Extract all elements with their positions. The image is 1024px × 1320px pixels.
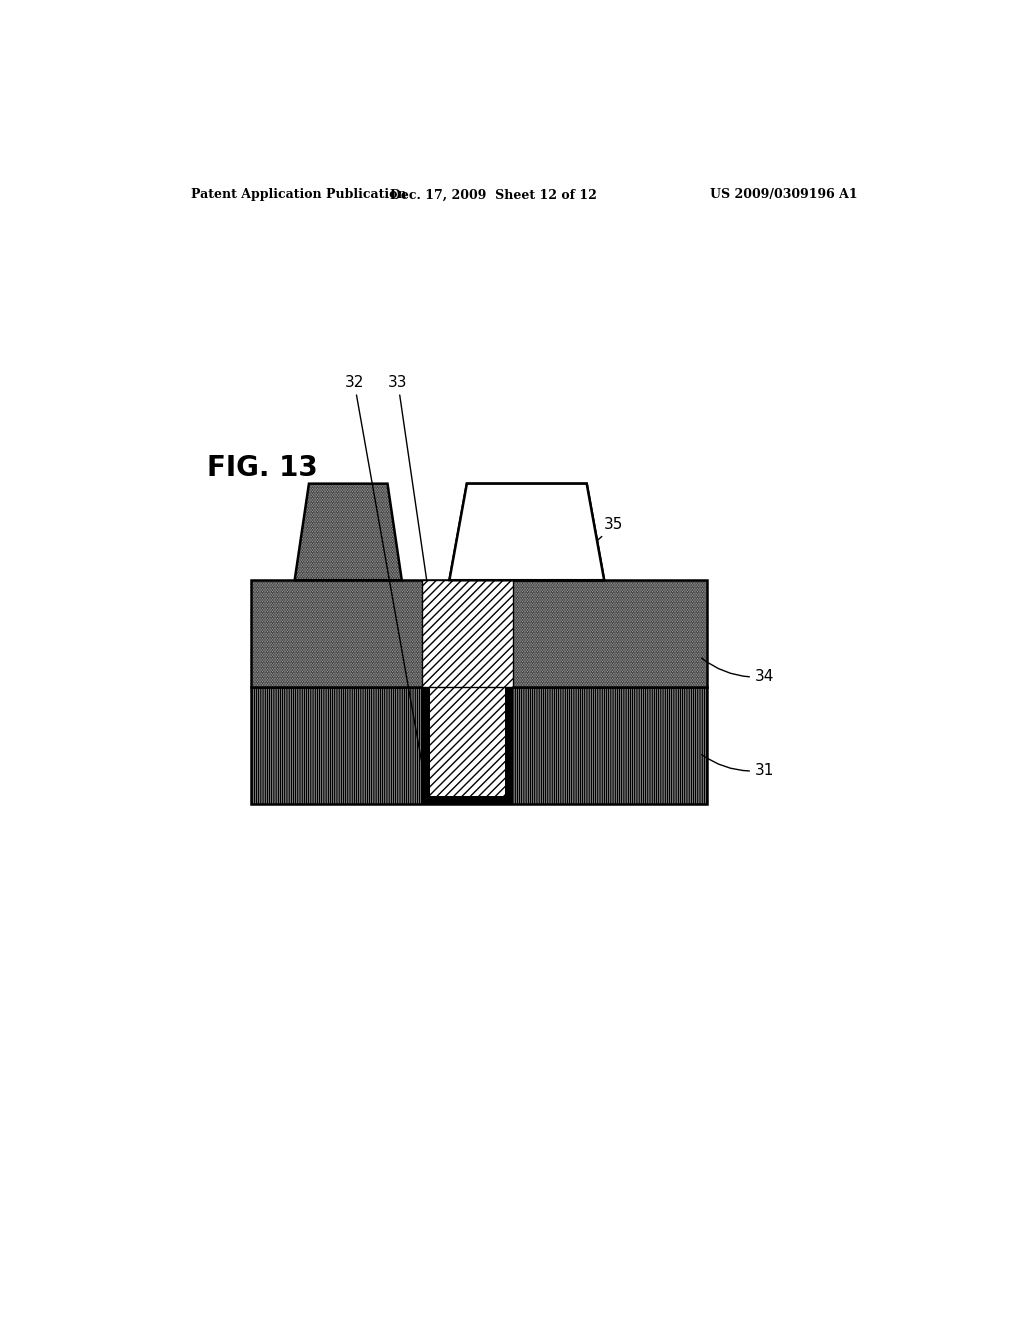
Bar	[251, 581, 708, 686]
Text: 35: 35	[523, 517, 624, 579]
Bar	[251, 686, 708, 804]
Text: Patent Application Publication: Patent Application Publication	[191, 189, 407, 202]
Text: 32: 32	[344, 375, 426, 785]
Text: FIG. 13: FIG. 13	[207, 454, 318, 482]
Bar	[430, 686, 505, 796]
Text: US 2009/0309196 A1: US 2009/0309196 A1	[711, 189, 858, 202]
Text: 34: 34	[701, 659, 774, 684]
Polygon shape	[295, 483, 401, 581]
Text: 33: 33	[388, 375, 457, 788]
Text: 31: 31	[701, 755, 774, 777]
Bar	[422, 581, 513, 686]
Bar	[422, 686, 430, 804]
Text: Dec. 17, 2009  Sheet 12 of 12: Dec. 17, 2009 Sheet 12 of 12	[389, 189, 597, 202]
Polygon shape	[450, 483, 604, 581]
Bar	[422, 796, 513, 804]
Polygon shape	[450, 483, 604, 581]
Bar	[505, 686, 513, 804]
